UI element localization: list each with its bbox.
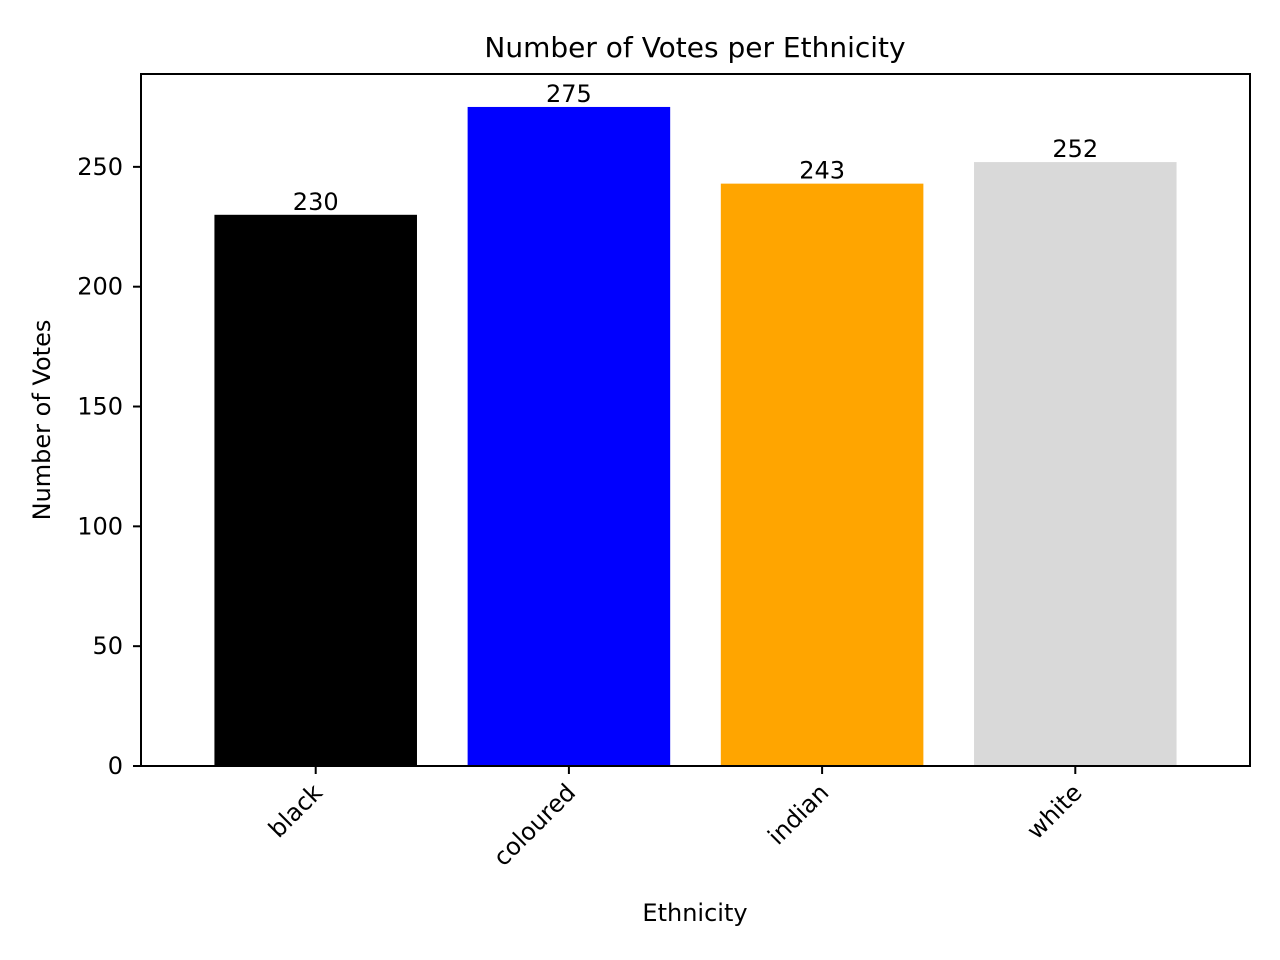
x-axis: black coloured indian white (263, 766, 1088, 872)
bars-layer (214, 106, 1177, 767)
y-tick-label: 0 (108, 752, 123, 780)
x-tick-label-coloured: coloured (488, 778, 581, 871)
y-axis: 0 50 100 150 200 250 (77, 153, 141, 780)
data-label-coloured: 275 (546, 80, 592, 108)
bar-coloured (467, 106, 671, 766)
x-axis-label: Ethnicity (642, 899, 747, 927)
data-labels-layer: 230 275 243 252 (293, 80, 1098, 216)
y-tick-label: 100 (77, 512, 123, 540)
x-tick-label-black: black (263, 778, 328, 843)
y-tick-label: 150 (77, 393, 123, 421)
bar-white (974, 162, 1177, 766)
y-axis-label: Number of Votes (28, 320, 56, 521)
y-tick-label: 250 (77, 153, 123, 181)
data-label-black: 230 (293, 188, 339, 216)
x-tick-label-indian: indian (762, 778, 834, 850)
bar-black (214, 214, 417, 767)
x-tick-label-white: white (1021, 778, 1087, 844)
y-tick-label: 50 (92, 632, 123, 660)
y-tick-label: 200 (77, 273, 123, 301)
data-label-indian: 243 (799, 157, 845, 185)
data-label-white: 252 (1052, 135, 1098, 163)
plot-frame (140, 73, 1251, 767)
chart-title: Number of Votes per Ethnicity (484, 31, 905, 64)
bar-indian (720, 183, 924, 767)
